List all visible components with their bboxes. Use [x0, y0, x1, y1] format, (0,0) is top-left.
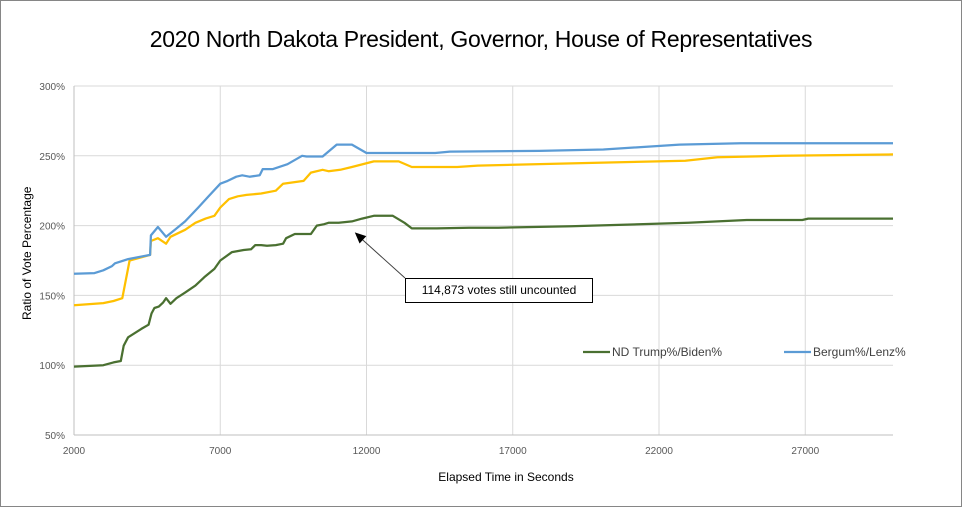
chart-title: 2020 North Dakota President, Governor, H… — [149, 26, 813, 52]
x-tick-label: 17000 — [499, 446, 527, 457]
y-tick-label: 50% — [45, 431, 65, 442]
y-tick-label: 150% — [39, 291, 65, 302]
gridlines — [73, 85, 893, 436]
y-tick-label: 100% — [39, 361, 65, 372]
y-tick-label: 250% — [39, 152, 65, 163]
y-tick-label: 200% — [39, 222, 65, 233]
annotation-callout: 114,873 votes still uncounted — [405, 278, 593, 303]
legend-label: ND Trump%/Biden% — [612, 345, 722, 359]
series-line-bergum-lenz — [73, 142, 893, 275]
legend-label: Bergum%/Lenz% — [813, 345, 906, 359]
legend: ND Trump%/Biden% Bergum%/Lenz% — [583, 345, 906, 359]
x-tick-label: 27000 — [791, 446, 819, 457]
series-line-nd-trump-biden — [73, 214, 893, 368]
x-tick-label: 22000 — [645, 446, 673, 457]
y-tick-label: 300% — [39, 82, 65, 93]
x-tick-label: 7000 — [209, 446, 232, 457]
arrow-head-icon — [354, 232, 367, 244]
arrow-line — [358, 236, 406, 279]
series-lines — [73, 142, 894, 368]
x-tick-label: 2000 — [63, 446, 86, 457]
annotation-arrow — [354, 232, 406, 279]
series-line-unlabeled — [73, 153, 894, 307]
x-tick-label: 12000 — [353, 446, 381, 457]
tick-labels: 50% 100% 150% 200% 250% 300% 2000 7000 12000 1700… — [39, 82, 819, 457]
x-axis-label: Elapsed Time in Seconds — [438, 470, 574, 484]
